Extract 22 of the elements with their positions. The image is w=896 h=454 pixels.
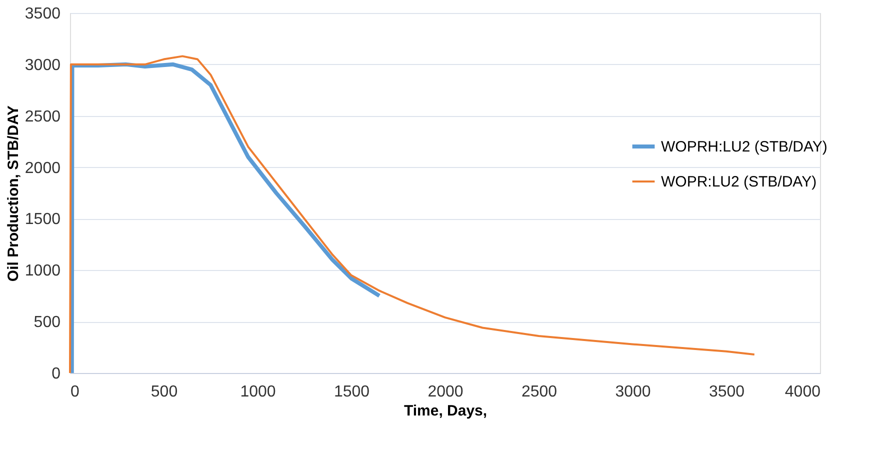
x-tick-label: 2500 (521, 384, 558, 400)
x-tick-label: 2000 (428, 384, 464, 400)
y-tick-label: 0 (52, 366, 61, 382)
y-tick-label: 500 (34, 314, 61, 332)
legend-label: WOPR:LU2 (STB/DAY) (661, 174, 817, 190)
x-axis-title: Time, Days, (404, 402, 488, 420)
x-tick-label: 1500 (334, 384, 370, 400)
y-axis-title: Oil Production, STB/DAY (4, 105, 22, 282)
line-series (70, 62, 382, 375)
y-tick-label: 3500 (24, 6, 61, 22)
y-tick-label: 2500 (24, 108, 61, 126)
x-tick-label: 500 (150, 384, 178, 400)
x-tick-label: 3500 (708, 384, 745, 400)
y-tick-label: 1500 (24, 211, 61, 228)
x-tick-label: 3000 (615, 384, 651, 400)
x-tick-label: 0 (70, 384, 80, 400)
y-tick-label: 1000 (24, 262, 61, 280)
y-tick-label: 2000 (24, 160, 61, 177)
y-tick-label: 3000 (24, 56, 61, 74)
x-tick-label: 4000 (784, 384, 821, 400)
legend-label: WOPRH:LU2 (STB/DAY) (661, 138, 828, 156)
x-tick-label: 1000 (240, 384, 276, 400)
